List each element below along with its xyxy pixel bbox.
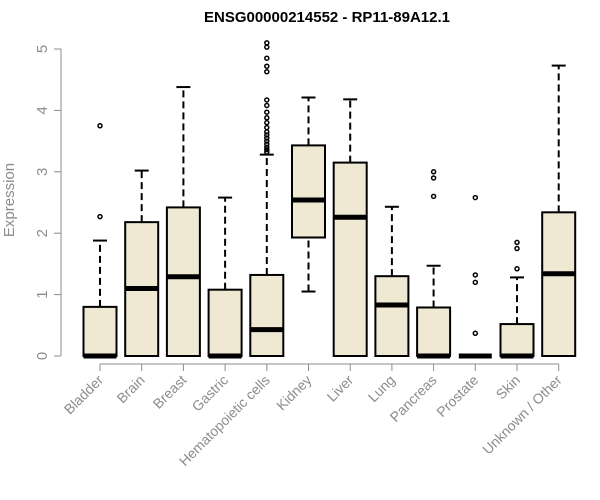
box-body [541,211,577,357]
box-body [416,306,452,357]
box-0 [82,123,118,359]
outlier-point [472,279,479,286]
y-tick-label: 3 [34,168,51,176]
box-11 [541,64,577,357]
outlier-point [264,44,270,50]
y-tick-label: 1 [34,290,51,298]
outlier-point [430,193,437,200]
x-tick-label: Unknown / Other [479,372,565,458]
outlier-point [472,194,479,201]
outlier-point [264,149,270,155]
x-tick-label: Breast [150,372,190,412]
outlier-point [264,144,270,150]
x-tick-label: Liver [324,372,357,405]
outlier-point [430,175,437,181]
box-7 [374,205,410,357]
box-body [82,305,118,358]
outlier-point [264,40,270,46]
x-tick-label: Bladder [61,372,107,418]
chart-title: ENSG00000214552 - RP11-89A12.1 [204,9,450,26]
outlier-point [264,135,270,141]
box-body [249,273,285,357]
outlier-point [514,245,520,252]
outlier-point [97,213,103,220]
box-body [291,144,326,239]
x-tick-label: Skin [493,372,524,403]
box-6 [332,98,368,357]
box-2 [165,86,201,357]
box-body [499,323,535,357]
outlier-point [264,138,270,144]
box-3 [207,196,243,359]
outlier-point [264,63,270,69]
outlier-point [472,330,479,337]
outlier-point [264,109,270,115]
box-8 [416,169,452,359]
outlier-point [472,272,479,278]
y-tick-label: 0 [34,352,51,360]
outlier-point [264,68,270,75]
outlier-point [514,239,520,246]
outlier-point [264,146,270,153]
outlier-point [264,55,270,61]
boxes-group [82,40,577,359]
box-1 [124,169,160,357]
y-axis-label: Expression [1,163,18,237]
x-tick-label: Kidney [273,372,315,414]
outlier-point [264,132,270,138]
box-body [165,206,201,357]
outlier-point [430,169,437,175]
outlier-point [264,97,270,103]
y-axis: 0 1 2 3 4 5 [34,45,62,360]
box-9 [458,194,492,359]
y-tick-label: 5 [34,45,51,53]
box-5 [291,96,326,293]
box-body [374,275,410,357]
box-4 [249,40,285,357]
box-body [332,161,368,357]
box-body [207,288,243,357]
outlier-point [264,102,270,109]
outlier-point [264,119,270,126]
outlier-point [264,124,270,131]
outlier-point [514,266,520,272]
outlier-point [264,115,270,121]
outlier-point [97,123,103,129]
y-tick-label: 4 [34,106,51,114]
x-tick-label: Brain [113,372,147,406]
x-tick-label: Lung [365,372,398,405]
outlier-point [264,141,270,147]
y-tick-label: 2 [34,229,51,237]
outlier-point [264,129,270,135]
x-tick-label: Prostate [433,372,481,420]
box-10 [499,239,535,359]
